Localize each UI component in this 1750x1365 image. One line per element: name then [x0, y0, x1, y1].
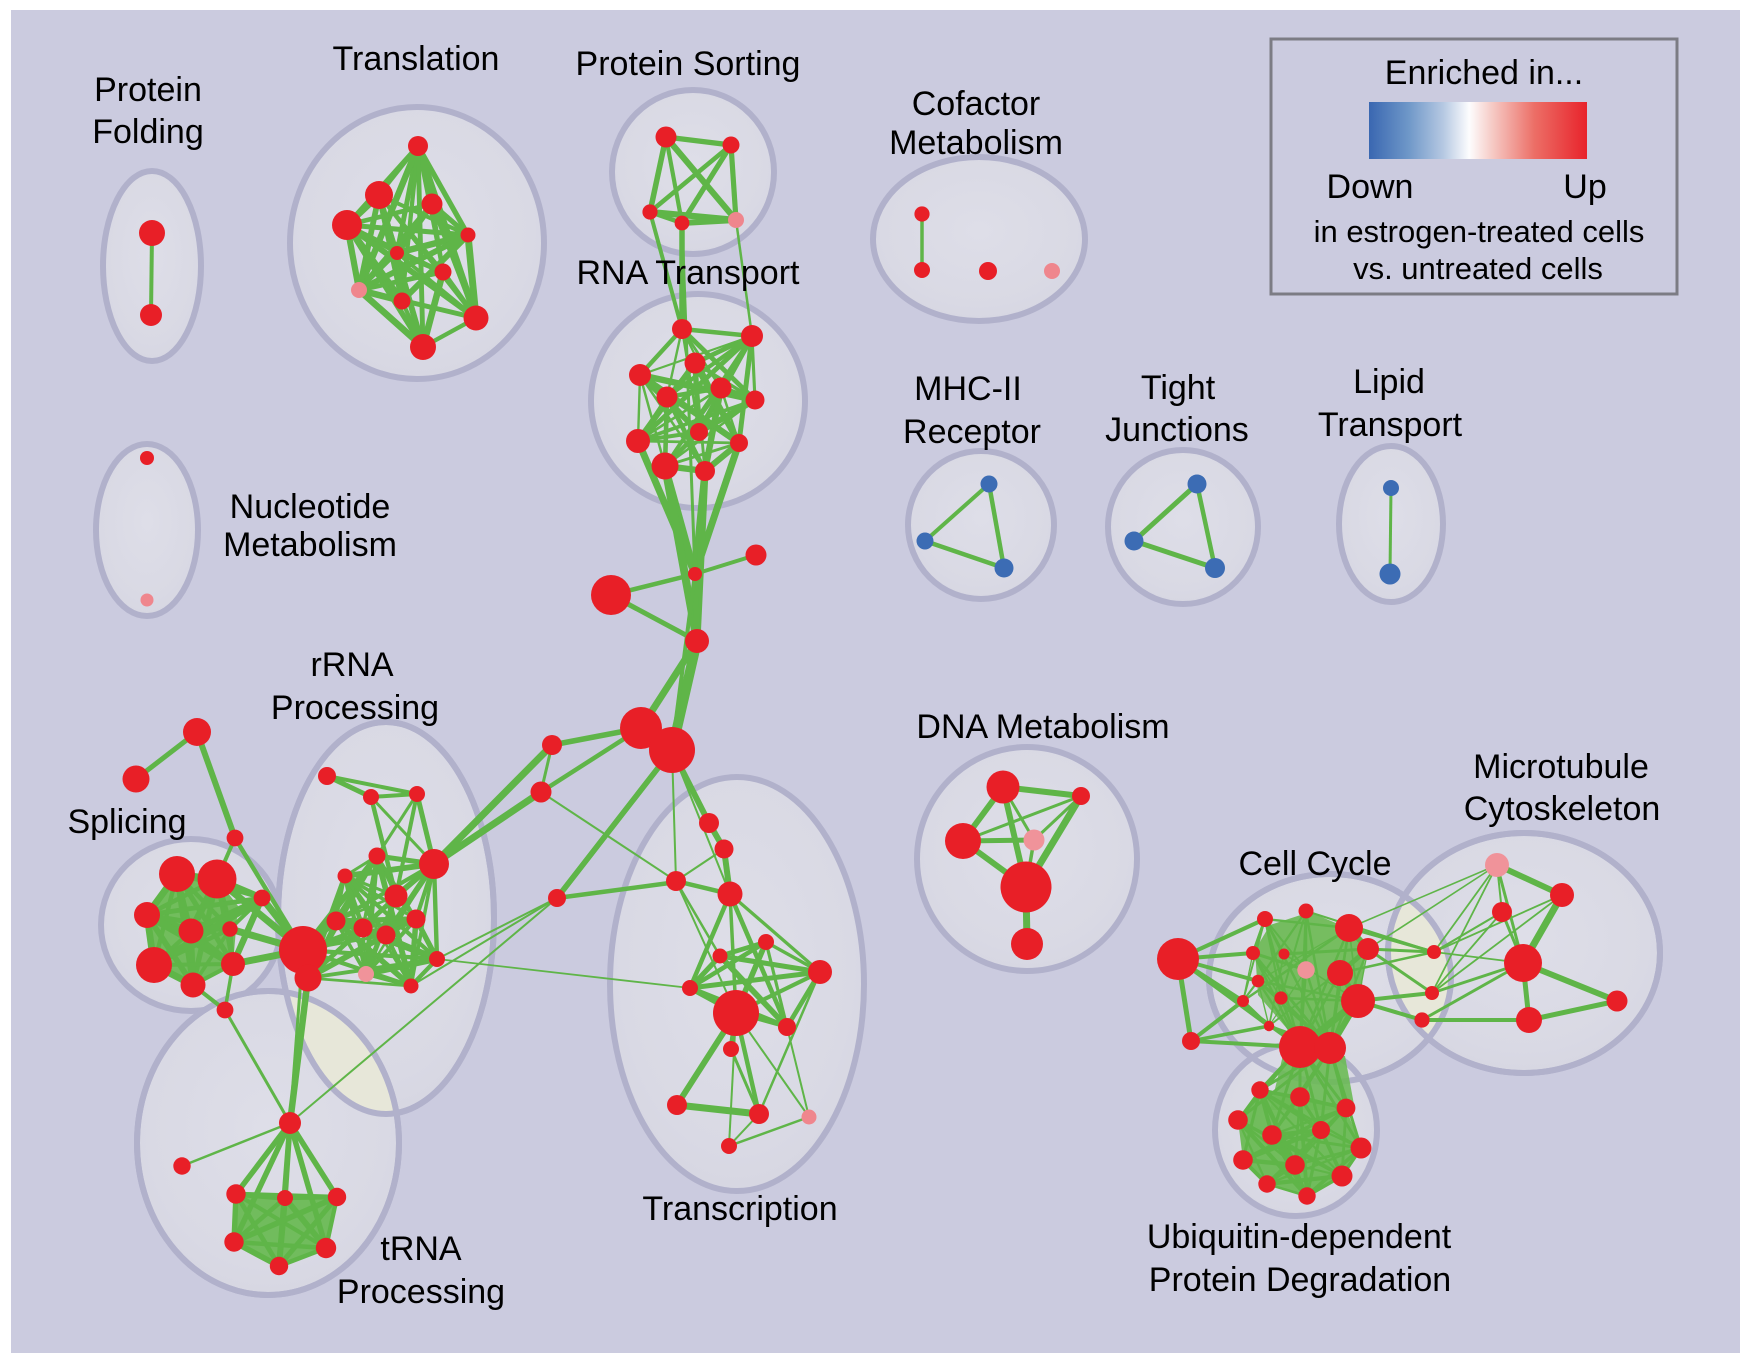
- svg-text:Protein: Protein: [94, 71, 202, 109]
- svg-text:Cytoskeleton: Cytoskeleton: [1464, 790, 1661, 828]
- svg-text:rRNA: rRNA: [310, 646, 393, 684]
- svg-text:Cofactor: Cofactor: [912, 85, 1041, 123]
- svg-text:Down: Down: [1327, 168, 1414, 206]
- svg-text:Junctions: Junctions: [1105, 411, 1249, 449]
- svg-text:Processing: Processing: [337, 1273, 505, 1311]
- svg-text:Folding: Folding: [92, 113, 204, 151]
- svg-text:Translation: Translation: [333, 40, 500, 78]
- svg-text:Splicing: Splicing: [67, 803, 186, 841]
- svg-text:Lipid: Lipid: [1353, 363, 1425, 401]
- svg-text:tRNA: tRNA: [380, 1230, 462, 1268]
- svg-text:DNA Metabolism: DNA Metabolism: [916, 708, 1169, 746]
- svg-text:Metabolism: Metabolism: [889, 124, 1063, 162]
- svg-text:Ubiquitin-dependent: Ubiquitin-dependent: [1147, 1218, 1452, 1256]
- svg-text:Transcription: Transcription: [642, 1190, 837, 1228]
- svg-text:Tight: Tight: [1141, 369, 1216, 407]
- svg-text:RNA Transport: RNA Transport: [577, 254, 801, 292]
- svg-text:Microtubule: Microtubule: [1473, 748, 1649, 786]
- svg-text:Metabolism: Metabolism: [223, 526, 397, 564]
- svg-text:Transport: Transport: [1318, 406, 1463, 444]
- svg-text:Protein Sorting: Protein Sorting: [576, 45, 801, 83]
- svg-text:Receptor: Receptor: [903, 413, 1041, 451]
- svg-text:Enriched in...: Enriched in...: [1385, 54, 1583, 92]
- svg-text:MHC-II: MHC-II: [914, 370, 1022, 408]
- svg-text:Protein Degradation: Protein Degradation: [1149, 1261, 1451, 1299]
- svg-text:Processing: Processing: [271, 689, 439, 727]
- svg-text:vs. untreated cells: vs. untreated cells: [1353, 251, 1603, 286]
- svg-text:Up: Up: [1563, 168, 1606, 206]
- svg-text:Cell Cycle: Cell Cycle: [1238, 845, 1391, 883]
- svg-text:in estrogen-treated cells: in estrogen-treated cells: [1314, 214, 1645, 249]
- svg-text:Nucleotide: Nucleotide: [230, 488, 391, 526]
